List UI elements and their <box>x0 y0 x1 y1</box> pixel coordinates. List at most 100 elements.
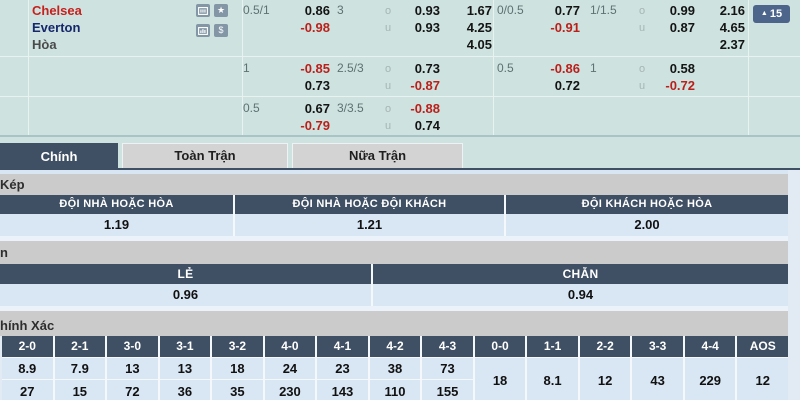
under-odds[interactable]: -0.72 <box>665 78 695 93</box>
score-column-header: 1-1 <box>527 336 578 357</box>
odd-even-odds-row: 0.96 0.94 <box>0 284 788 306</box>
score-odds-cell[interactable]: 143 <box>317 380 368 400</box>
section-heading-text: hính Xác <box>0 318 55 333</box>
under-letter: u <box>638 22 646 34</box>
handicap-line: 0.5 <box>243 101 260 115</box>
hdp-away-odds[interactable]: -0.79 <box>300 118 330 133</box>
draw-label: Hòa <box>32 37 57 52</box>
under-odds[interactable]: 0.87 <box>669 20 695 35</box>
score-column-header: 3-2 <box>212 336 263 357</box>
over-odds[interactable]: 0.58 <box>669 61 695 76</box>
hdp-home-odds[interactable]: 0.86 <box>304 3 330 18</box>
handicap-line: 0/0.5 <box>497 3 524 17</box>
odds-row-alt: 1 -0.85 0.73 2.5/3 o 0.73 u -0.87 0.5 -0… <box>0 57 800 96</box>
tab-nua-tran[interactable]: Nữa Trận <box>292 143 463 168</box>
score-column-header: 4-1 <box>317 336 368 357</box>
home-win-odds[interactable]: 1.67 <box>466 3 492 18</box>
score-odds-cell[interactable]: 230 <box>264 380 316 400</box>
score-odds-cell[interactable]: 229 <box>684 358 736 400</box>
score-odds-cell[interactable]: 27 <box>2 380 53 400</box>
score-column-header: 0-0 <box>474 336 526 357</box>
hdp-away-odds[interactable]: 0.72 <box>554 78 580 93</box>
away-win-odds[interactable]: 2.37 <box>719 37 745 52</box>
score-odds-cell[interactable]: 15 <box>54 380 106 400</box>
score-odds-cell[interactable]: 12 <box>579 358 631 400</box>
live-score-icon[interactable] <box>196 4 210 17</box>
table-footer-strip <box>0 306 788 311</box>
over-odds[interactable]: 0.99 <box>669 3 695 18</box>
odds-cell[interactable]: 1.19 <box>0 214 233 236</box>
score-odds-cell[interactable]: 13 <box>107 358 158 379</box>
score-odds-cell[interactable]: 155 <box>422 380 473 400</box>
under-odds[interactable]: 0.74 <box>414 118 440 133</box>
score-column-header: 4-3 <box>422 336 473 357</box>
score-column-header: AOS <box>737 336 788 357</box>
hdp-home-odds[interactable]: 0.67 <box>304 101 330 116</box>
tab-underline <box>0 168 800 170</box>
section-heading-odd-even: n <box>0 241 788 264</box>
over-odds[interactable]: -0.88 <box>410 101 440 116</box>
score-odds-cell[interactable]: 12 <box>737 358 788 400</box>
score-odds-cell[interactable]: 23 <box>317 358 368 379</box>
more-bets-button[interactable]: ▲ 15 <box>753 5 790 23</box>
double-chance-header-row: ĐỘI NHÀ HOẶC HÒA ĐỘI NHÀ HOẶC ĐỘI KHÁCH … <box>0 195 788 214</box>
score-column-header: 3-3 <box>632 336 683 357</box>
score-odds-cell[interactable]: 18 <box>474 358 526 400</box>
cash-odds-icon[interactable]: $ <box>214 24 228 37</box>
score-odds-cell[interactable]: 38 <box>369 358 421 379</box>
score-column-header: 3-0 <box>107 336 158 357</box>
grid-hline <box>0 56 800 57</box>
score-column-header: 2-2 <box>579 336 631 357</box>
over-letter: o <box>384 103 392 115</box>
up-triangle-icon: ▲ <box>760 10 768 17</box>
draw-odds[interactable]: 4.65 <box>719 20 745 35</box>
under-odds[interactable]: 0.93 <box>414 20 440 35</box>
goal-line: 2.5/3 <box>337 61 364 75</box>
panel-bottom-border <box>0 135 800 137</box>
away-win-odds[interactable]: 4.05 <box>466 37 492 52</box>
hdp-home-odds[interactable]: 0.77 <box>554 3 580 18</box>
over-letter: o <box>384 63 392 75</box>
score-odds-cell[interactable]: 43 <box>632 358 683 400</box>
grid-vline <box>242 0 243 135</box>
over-odds[interactable]: 0.93 <box>414 3 440 18</box>
grid-vline <box>748 0 749 135</box>
tab-toan-tran[interactable]: Toàn Trận <box>122 143 288 168</box>
grid-vline <box>28 0 29 135</box>
score-odds-cell[interactable]: 24 <box>264 358 316 379</box>
score-odds-cell[interactable]: 73 <box>422 358 473 379</box>
odds-row-alt: 0.5 0.67 -0.79 3/3.5 o -0.88 u 0.74 <box>0 97 800 135</box>
odds-cell[interactable]: 1.21 <box>235 214 504 236</box>
hdp-away-odds[interactable]: 0.73 <box>304 78 330 93</box>
score-odds-cell[interactable]: 8.1 <box>527 358 578 400</box>
draw-odds[interactable]: 4.25 <box>466 20 492 35</box>
score-odds-cell[interactable]: 110 <box>369 380 421 400</box>
score-odds-cell[interactable]: 13 <box>159 358 211 379</box>
hdp-away-odds[interactable]: -0.98 <box>300 20 330 35</box>
score-odds-cell[interactable]: 7.9 <box>54 358 106 379</box>
correct-score-grid: 2-0 2-1 3-0 3-1 3-2 4-0 4-1 4-2 4-3 0-0 1-1 2-2 3-3 4… <box>2 336 788 400</box>
goal-line: 3 <box>337 3 344 17</box>
column-header: ĐỘI NHÀ HOẶC HÒA <box>0 195 233 214</box>
score-odds-cell[interactable]: 8.9 <box>2 358 53 379</box>
odds-cell[interactable]: 0.96 <box>0 284 371 306</box>
odds-cell[interactable]: 0.94 <box>373 284 788 306</box>
favorite-star-icon[interactable]: ★ <box>214 4 228 17</box>
score-odds-cell[interactable]: 35 <box>212 380 263 400</box>
hdp-home-odds[interactable]: -0.85 <box>300 61 330 76</box>
hdp-away-odds[interactable]: -0.91 <box>550 20 580 35</box>
statistics-icon[interactable] <box>196 24 210 37</box>
score-odds-cell[interactable]: 36 <box>159 380 211 400</box>
under-odds[interactable]: -0.87 <box>410 78 440 93</box>
over-odds[interactable]: 0.73 <box>414 61 440 76</box>
hdp-home-odds[interactable]: -0.86 <box>550 61 580 76</box>
score-odds-cell[interactable]: 72 <box>107 380 158 400</box>
score-odds-cell[interactable]: 18 <box>212 358 263 379</box>
handicap-line: 0.5/1 <box>243 3 270 17</box>
home-win-odds[interactable]: 2.16 <box>719 3 745 18</box>
odds-cell[interactable]: 2.00 <box>506 214 788 236</box>
more-bets-count: 15 <box>769 8 783 20</box>
goal-line: 1/1.5 <box>590 3 617 17</box>
handicap-line: 0.5 <box>497 61 514 75</box>
tab-chinh[interactable]: Chính <box>0 143 118 170</box>
